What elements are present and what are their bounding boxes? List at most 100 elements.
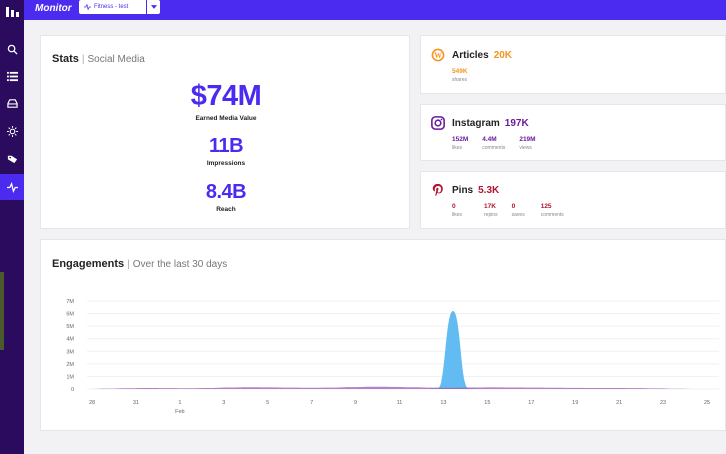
dashboard-select-main[interactable]: Fitness - test	[79, 0, 147, 14]
dashboard-name: Fitness - test	[94, 4, 129, 10]
sidebar	[0, 0, 24, 454]
articles-shares-value: 549K	[452, 68, 468, 75]
pinterest-card[interactable]: Pins 5.3K 0 likes 17K repins 0 saves 125…	[420, 171, 726, 229]
brand-logo-icon	[6, 7, 19, 17]
wordpress-icon: W	[431, 48, 445, 62]
dashboard-dropdown-button[interactable]	[147, 0, 160, 14]
y-tick-label: 0	[71, 387, 74, 393]
caret-down-icon	[150, 5, 157, 9]
earned-media-value: $74M	[190, 80, 262, 112]
y-tick-label: 3M	[66, 349, 74, 355]
x-tick-label: 17	[528, 400, 534, 406]
instagram-comments-value: 4.4M	[482, 136, 497, 143]
sidebar-item-monitor[interactable]	[0, 174, 24, 200]
x-tick-label: 28	[89, 400, 95, 406]
spike-series-area	[87, 311, 697, 389]
pinterest-stats: 0 likes 17K repins 0 saves 125 comments	[452, 203, 578, 218]
title-separator: |	[127, 259, 130, 270]
inbox-icon	[6, 98, 18, 108]
dashboard-selector[interactable]: Fitness - test	[79, 0, 160, 14]
pinterest-likes-value: 0	[452, 203, 456, 210]
svg-text:W: W	[434, 51, 442, 60]
sidebar-item-lists[interactable]	[0, 66, 24, 86]
pinterest-header: Pins 5.3K	[431, 183, 499, 197]
sidebar-item-insights[interactable]	[0, 121, 24, 141]
pinterest-icon	[432, 183, 443, 197]
pulse-icon	[84, 4, 91, 10]
list-icon	[6, 71, 18, 81]
pinterest-likes: 0 likes	[452, 203, 462, 218]
instagram-header: Instagram 197K	[431, 116, 529, 130]
engagements-title: Engagements	[52, 258, 125, 270]
reach-label: Reach	[216, 206, 236, 213]
x-tick-label: 25	[704, 400, 710, 406]
pinterest-saves: 0 saves	[512, 203, 525, 218]
engagements-header: Engagements | Over the last 30 days	[52, 254, 227, 272]
sun-icon	[6, 125, 18, 137]
reach-metric: 8.4B Reach	[41, 181, 411, 213]
pinterest-name: Pins	[452, 184, 474, 196]
pinterest-repins-value: 17K	[484, 203, 496, 210]
articles-stats: 549K shares	[452, 68, 482, 83]
sidebar-strip	[0, 272, 4, 350]
x-tick-label: 9	[354, 400, 357, 406]
x-tick-label: 23	[660, 400, 666, 406]
pinterest-comments-label: comments	[540, 212, 564, 218]
instagram-views-value: 219M	[519, 136, 536, 143]
instagram-name: Instagram	[452, 117, 500, 129]
y-tick-label: 5M	[66, 324, 74, 330]
base-series-area	[87, 386, 697, 389]
articles-count: 20K	[493, 49, 513, 61]
pinterest-comments: 125 comments	[541, 203, 564, 218]
x-tick-label: 3	[222, 400, 225, 406]
app-title: Monitor	[35, 3, 72, 14]
x-tick-label: 21	[616, 400, 622, 406]
y-tick-label: 7M	[66, 299, 74, 305]
stats-title: Stats	[52, 53, 79, 65]
search-icon	[7, 44, 18, 55]
instagram-count: 197K	[504, 117, 529, 129]
instagram-card[interactable]: Instagram 197K 152M likes 4.4M comments …	[420, 104, 726, 161]
sidebar-item-tags[interactable]	[0, 148, 24, 168]
impressions-label: Impressions	[206, 160, 246, 167]
x-tick-label: 15	[484, 400, 490, 406]
x-tick-label: 5	[266, 400, 269, 406]
engagements-chart: 0 1M 2M 3M 4M 5M 6M 7M 28 31 1 Feb 3 5 7 9 11 13 15 17 19 21 2…	[66, 299, 719, 415]
y-tick-label: 1M	[66, 374, 74, 380]
instagram-views: 219M views	[519, 136, 535, 151]
instagram-stats: 152M likes 4.4M comments 219M views	[452, 136, 550, 151]
pinterest-repins: 17K repins	[484, 203, 498, 218]
tag-icon	[7, 155, 17, 163]
instagram-views-label: views	[519, 145, 532, 151]
articles-header: W Articles 20K	[431, 48, 512, 62]
brand-logo[interactable]	[3, 3, 21, 21]
pinterest-likes-label: likes	[452, 212, 463, 218]
pinterest-count: 5.3K	[478, 184, 500, 196]
articles-name: Articles	[452, 49, 489, 61]
pinterest-comments-value: 125	[540, 203, 552, 210]
x-tick-label: 13	[440, 400, 446, 406]
sidebar-item-inbox[interactable]	[0, 93, 24, 113]
instagram-icon	[431, 116, 445, 130]
sidebar-item-search[interactable]	[0, 39, 24, 59]
x-tick-label: 11	[397, 400, 403, 406]
impressions-metric: 11B Impressions	[41, 135, 411, 167]
top-bar: Monitor Fitness - test	[24, 0, 726, 20]
monitor-pulse-icon	[6, 181, 18, 193]
pinterest-saves-value: 0	[511, 203, 516, 210]
instagram-likes-label: likes	[452, 145, 463, 151]
y-tick-label: 2M	[66, 362, 74, 368]
instagram-comments: 4.4M comments	[482, 136, 505, 151]
title-separator: |	[81, 54, 85, 65]
impressions-value: 11B	[208, 135, 244, 157]
x-tick-label: 19	[572, 400, 578, 406]
x-month-label: Feb	[175, 409, 184, 415]
instagram-likes: 152M likes	[452, 136, 468, 151]
articles-card[interactable]: W Articles 20K 549K shares	[420, 35, 726, 94]
articles-shares-label: shares	[452, 77, 468, 83]
stats-subtitle: Social Media	[87, 54, 145, 65]
reach-value: 8.4B	[205, 181, 247, 203]
pinterest-saves-label: saves	[511, 212, 525, 218]
y-tick-label: 6M	[66, 312, 74, 318]
earned-media-label: Earned Media Value	[195, 115, 257, 122]
